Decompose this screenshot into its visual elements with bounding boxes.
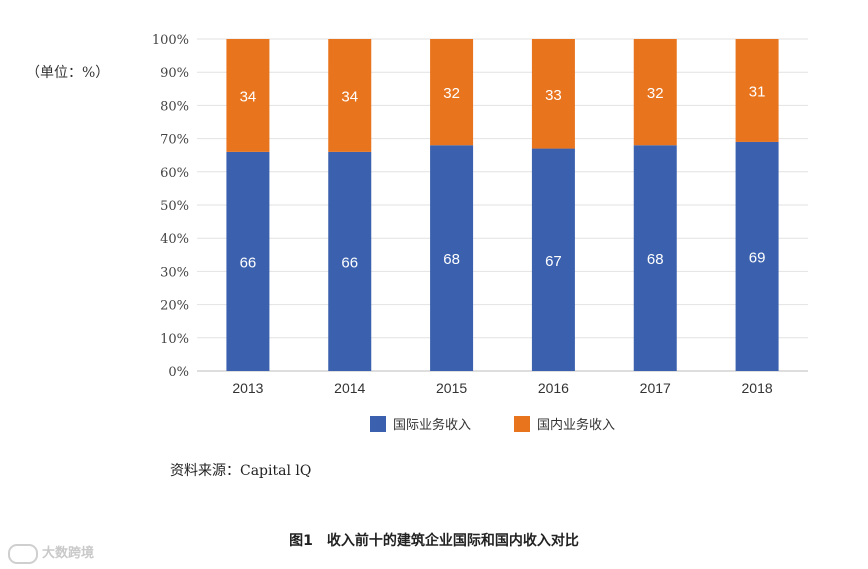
x-tick-label: 2016 (538, 380, 569, 396)
figure-caption: 图1 收入前十的建筑企业国际和国内收入对比 (289, 533, 579, 549)
y-tick-label: 10% (160, 332, 189, 347)
bars: 66 34 66 34 68 32 67 33 68 32 69 31 (226, 39, 779, 371)
x-tick-label: 2013 (232, 380, 263, 396)
x-axis-ticks: 2013 2014 2015 2016 2017 2018 (232, 380, 773, 396)
bar-segment (633, 39, 677, 146)
watermark-logo-icon (8, 543, 38, 564)
bar-segment (735, 39, 779, 142)
watermark-text: 大数跨境 (42, 546, 95, 561)
legend: 国际业务收入 国内业务收入 (370, 416, 615, 433)
bar-value-label: 68 (443, 251, 460, 268)
bar-value-label: 66 (341, 254, 358, 271)
gridlines (197, 38, 808, 372)
bar-value-label: 32 (443, 85, 460, 102)
y-axis-ticks: 0% 10% 20% 30% 40% 50% 60% 70% 80% 90% 100% (152, 33, 189, 380)
bar-segment (430, 39, 474, 146)
x-tick-label: 2014 (334, 380, 365, 396)
x-tick-label: 2017 (640, 380, 671, 396)
unit-label: （单位：%） (26, 65, 110, 81)
watermark: 大数跨境 (8, 542, 94, 564)
y-tick-label: 40% (160, 232, 189, 247)
bar-value-label: 69 (749, 249, 766, 266)
stacked-bar-chart: 0%10%20%30%40%50%60%70%80%90%100% 663466… (152, 33, 808, 433)
y-tick-label: 60% (160, 166, 189, 181)
y-tick-label: 70% (160, 133, 189, 148)
y-tick-label: 30% (160, 265, 189, 280)
bar-value-label: 66 (240, 254, 257, 271)
y-tick-label: 100% (152, 33, 189, 48)
bar-segment (328, 151, 372, 371)
y-tick-label: 50% (160, 199, 189, 214)
x-tick-label: 2015 (436, 380, 467, 396)
legend-swatch (370, 416, 386, 432)
bar-segment (328, 39, 372, 152)
bar-segment (430, 145, 474, 371)
legend-label: 国内业务收入 (537, 417, 615, 433)
y-tick-label: 80% (160, 99, 189, 114)
bar-segment (531, 39, 575, 149)
bar-segment (531, 148, 575, 371)
legend-swatch (514, 416, 530, 432)
y-tick-label: 20% (160, 299, 189, 314)
bar-segment (633, 145, 677, 371)
bar-value-label: 67 (545, 253, 562, 270)
y-tick-label: 0% (168, 365, 189, 380)
bar-segment (226, 151, 270, 371)
bar-value-label: 34 (240, 88, 257, 105)
legend-label: 国际业务收入 (393, 417, 471, 433)
source-note: 资料来源：Capital lQ (170, 463, 312, 479)
bar-value-label: 31 (749, 83, 766, 100)
bar-segment (735, 141, 779, 371)
x-tick-label: 2018 (742, 380, 773, 396)
bar-value-label: 34 (341, 88, 358, 105)
bar-segment (226, 39, 270, 152)
y-tick-label: 90% (160, 66, 189, 81)
bar-value-label: 33 (545, 87, 562, 104)
bar-value-label: 68 (647, 251, 664, 268)
bar-value-label: 32 (647, 85, 664, 102)
